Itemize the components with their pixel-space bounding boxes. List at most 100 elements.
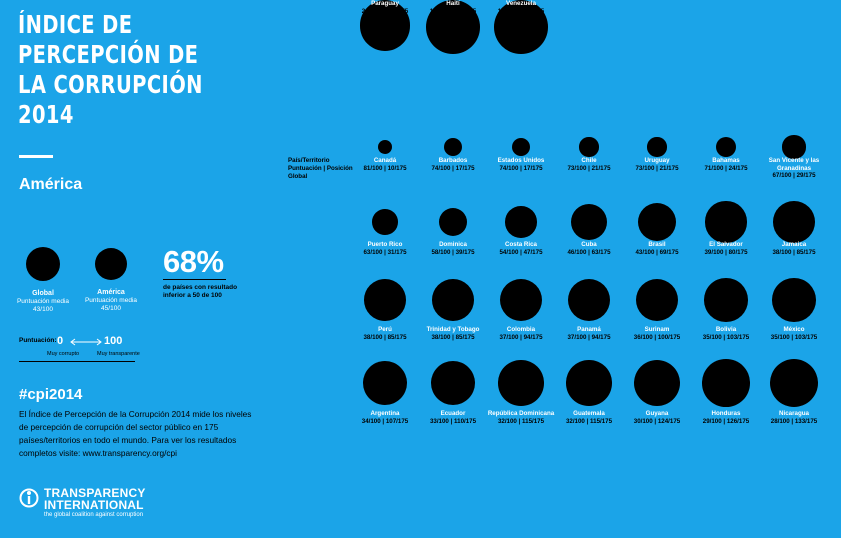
country-dot [579,137,599,157]
country-label: Canadá 81/100 | 10/175 [345,157,425,172]
america-average-name: América [97,289,125,296]
country-name: El Salvador [709,241,743,248]
percent-divider [163,279,226,280]
america-average-value: 45/100 [101,305,121,312]
country-score: 67/100 | 29/175 [772,172,816,179]
america-average-label: Puntuación media [84,297,138,304]
country-dot [704,278,748,322]
country-dot [633,359,681,407]
country-score: 58/100 | 39/175 [431,248,475,256]
country-name: Ecuador [440,410,466,417]
country-score: 39/100 | 80/175 [704,248,748,256]
country-dot [566,360,612,406]
country-dot [511,137,531,157]
scale-divider [19,361,135,362]
country-label: República Dominicana 32/100 | 115/175 [481,410,561,425]
country-score: 63/100 | 31/175 [363,248,407,256]
country-score: 37/100 | 94/175 [567,333,611,341]
country-name: Jamaica [781,241,807,248]
country-name: Chile [581,157,597,164]
country-dot [570,203,608,241]
page-title: ÍNDICE DE PERCEPCIÓN DE LA CORRUPCIÓN 20… [18,10,203,129]
country-score: 35/100 | 103/175 [702,333,750,341]
country-score: 36/100 | 100/175 [633,333,681,341]
country-name: Cuba [581,241,597,248]
description: El Índice de Percepción de la Corrupción… [19,409,252,458]
country-dot [494,0,548,54]
country-label: Haití 19/100 | 161/175 [413,0,493,15]
america-average: América Puntuación media 45/100 [71,248,151,313]
country-score: 73/100 | 21/175 [635,164,679,172]
logo-name: TRANSPARENCY INTERNATIONAL [44,486,146,512]
country-label: Surinam 36/100 | 100/175 [617,326,697,341]
country-score: 54/100 | 47/175 [499,248,543,256]
country-dot [635,278,679,322]
country-name: Uruguay [644,157,670,164]
country-label: San Vicente y las Granadinas 67/100 | 29/… [754,157,834,180]
country-score: 46/100 | 63/175 [567,248,611,256]
country-dot [567,278,611,322]
country-label: Guatemala 32/100 | 115/175 [549,410,629,425]
country-name: Paraguay [371,0,399,7]
country-label: Estados Unidos 74/100 | 17/175 [481,157,561,172]
country-name: Guyana [645,410,669,417]
country-name: Nicaragua [779,410,809,417]
country-name: Bolivia [715,326,737,333]
country-dot [372,209,398,235]
country-name: Panamá [577,326,601,333]
country-score: 33/100 | 110/175 [429,417,477,425]
country-dot [505,206,537,238]
country-score: 73/100 | 21/175 [567,164,611,172]
country-label: Cuba 46/100 | 63/175 [549,241,629,256]
country-name: Trinidad y Tobago [426,326,480,333]
country-score: 19/100 | 161/175 [497,7,545,15]
country-dot [430,360,476,406]
percent-stat: 68% [163,244,224,279]
country-score: 37/100 | 94/175 [499,333,543,341]
scale-label: Puntuación: [19,337,57,344]
country-label: Ecuador 33/100 | 110/175 [413,410,493,425]
country-label: Venezuela 19/100 | 161/175 [481,0,561,15]
hashtag: #cpi2014 [19,386,83,403]
country-dot [362,360,408,406]
country-dot [647,137,667,157]
country-label: Barbados 74/100 | 17/175 [413,157,493,172]
country-label: Bahamas 71/100 | 24/175 [686,157,766,172]
country-dot [637,202,677,242]
america-average-dot [95,248,127,280]
country-score: 81/100 | 10/175 [363,164,407,172]
percent-note: de países con resultado inferior a 50 de… [163,284,238,299]
country-name: Venezuela [506,0,536,7]
country-dot [715,136,737,158]
global-average: Global Puntuación media 43/100 [3,247,83,314]
country-name: Colombia [506,326,536,333]
country-score: 32/100 | 115/175 [565,417,613,425]
logo-tagline: the global coalition against corruption [44,512,144,518]
country-dot [377,139,393,155]
country-name: Barbados [438,157,468,164]
country-score: 30/100 | 124/175 [633,417,681,425]
country-label: Guyana 30/100 | 124/175 [617,410,697,425]
global-average-label: Puntuación media [16,298,70,305]
ti-logo-icon [19,488,39,508]
global-average-value: 43/100 [33,306,53,313]
country-name: Costa Rica [505,241,537,248]
country-label: Argentina 34/100 | 107/175 [345,410,425,425]
global-average-dot [26,247,60,281]
country-dot [769,358,819,408]
country-dot [705,201,747,243]
country-label: Uruguay 73/100 | 21/175 [617,157,697,172]
country-dot [426,0,480,54]
country-label: Chile 73/100 | 21/175 [549,157,629,172]
scale-max: 100 [104,335,123,347]
country-label: Costa Rica 54/100 | 47/175 [481,241,561,256]
country-label: México 35/100 | 103/175 [754,326,834,341]
country-score: 74/100 | 17/175 [499,164,543,172]
country-label: Nicaragua 28/100 | 133/175 [754,410,834,425]
scale-max-label: Muy transparente [97,351,140,357]
country-label: Dominica 58/100 | 39/175 [413,241,493,256]
country-label: Bolivia 35/100 | 103/175 [686,326,766,341]
table-header: País/Territorio Puntuación | Posición Gl… [288,157,353,180]
country-name: Perú [378,326,392,333]
country-name: San Vicente y las Granadinas [768,157,820,172]
